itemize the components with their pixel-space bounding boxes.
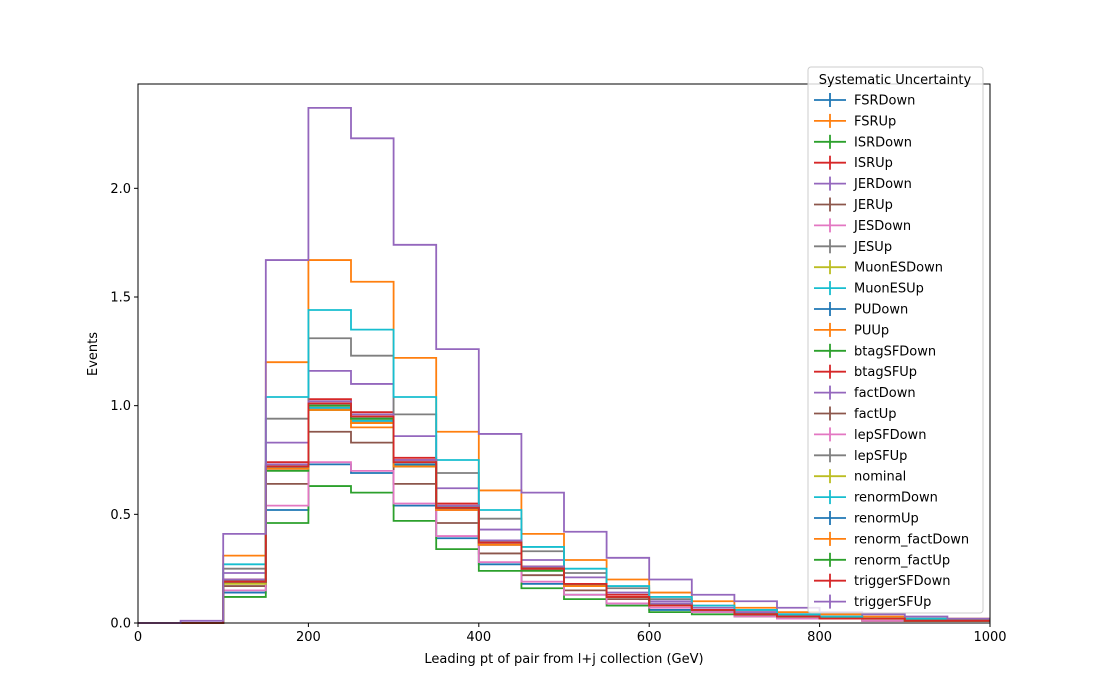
legend-label-btagsfdown: btagSFDown bbox=[854, 344, 936, 359]
legend-label-factdown: factDown bbox=[854, 386, 916, 401]
legend-label-btagsfup: btagSFUp bbox=[854, 365, 917, 380]
legend-entry-isrdown: ISRDown bbox=[814, 134, 912, 150]
legend-label-renorm-factup: renorm_factUp bbox=[854, 553, 950, 568]
series-jesdown-line bbox=[138, 461, 990, 624]
x-tick-label: 1000 bbox=[973, 630, 1006, 645]
series-triggersfdown-line bbox=[138, 402, 990, 624]
x-axis: 0 200 400 600 800 1000 bbox=[134, 623, 1007, 645]
plot-frame bbox=[137, 83, 991, 624]
legend-entry-factup: factUp bbox=[814, 406, 897, 422]
legend-entry-btagsfdown: btagSFDown bbox=[814, 343, 936, 359]
legend-entry-btagsfup: btagSFUp bbox=[814, 364, 917, 380]
legend-label-jesdown: JESDown bbox=[853, 219, 911, 234]
legend-entry-renorm-factdown: renorm_factDown bbox=[814, 531, 969, 547]
legend-entry-muonesup: MuonESUp bbox=[814, 281, 924, 297]
x-axis-label: Leading pt of pair from l+j collection (… bbox=[424, 652, 703, 667]
x-tick-label: 0 bbox=[134, 630, 142, 645]
legend-entry-lepsfup: lepSFUp bbox=[814, 448, 907, 464]
legend-entry-jesup: JESUp bbox=[814, 239, 892, 255]
y-tick-label: 1.5 bbox=[110, 290, 131, 305]
legend-label-nominal: nominal bbox=[854, 470, 906, 485]
legend-entry-renorm-factup: renorm_factUp bbox=[814, 552, 950, 568]
legend-entry-factdown: factDown bbox=[814, 385, 916, 401]
legend-label-muonesup: MuonESUp bbox=[854, 282, 924, 297]
y-tick-label: 1.0 bbox=[110, 399, 131, 414]
legend-entry-jerup: JERUp bbox=[814, 197, 893, 213]
legend-label-fsrup: FSRUp bbox=[854, 114, 896, 129]
legend-label-pudown: PUDown bbox=[854, 303, 908, 318]
legend-title: Systematic Uncertainty bbox=[819, 73, 972, 88]
y-tick-label: 0.0 bbox=[110, 617, 131, 632]
legend-label-renorm-factdown: renorm_factDown bbox=[854, 532, 969, 547]
series-layer bbox=[138, 107, 990, 624]
legend-entry-fsrdown: FSRDown bbox=[814, 93, 915, 109]
legend-label-lepsfdown: lepSFDown bbox=[854, 428, 926, 443]
legend-entry-fsrup: FSRUp bbox=[814, 113, 896, 129]
x-tick-label: 800 bbox=[807, 630, 832, 645]
legend-entry-puup: PUUp bbox=[814, 322, 889, 338]
legend-label-jerup: JERUp bbox=[853, 198, 893, 213]
y-axis-label: Events bbox=[86, 332, 101, 376]
legend: Systematic Uncertainty FSRDown FSRUp ISRDo… bbox=[807, 66, 984, 614]
y-tick-label: 0.5 bbox=[110, 508, 131, 523]
legend-label-renormup: renormUp bbox=[854, 512, 919, 527]
legend-label-muonesdown: MuonESDown bbox=[854, 261, 943, 276]
x-tick-label: 400 bbox=[466, 630, 491, 645]
legend-entry-triggersfup: triggerSFUp bbox=[814, 594, 931, 610]
legend-label-triggersfdown: triggerSFDown bbox=[854, 574, 950, 589]
legend-label-renormdown: renormDown bbox=[854, 491, 938, 506]
legend-label-fsrdown: FSRDown bbox=[854, 94, 915, 109]
legend-entry-muonesdown: MuonESDown bbox=[814, 260, 943, 276]
legend-entry-lepsfdown: lepSFDown bbox=[814, 427, 926, 443]
legend-entry-triggersfdown: triggerSFDown bbox=[814, 573, 950, 589]
y-axis: 0.0 0.5 1.0 1.5 2.0 bbox=[110, 182, 138, 632]
legend-label-isrdown: ISRDown bbox=[854, 135, 912, 150]
legend-label-jesup: JESUp bbox=[853, 240, 892, 255]
legend-entry-renormup: renormUp bbox=[814, 511, 919, 527]
legend-label-triggersfup: triggerSFUp bbox=[854, 595, 931, 610]
legend-entry-jerdown: JERDown bbox=[814, 176, 912, 192]
legend-entry-jesdown: JESDown bbox=[814, 218, 911, 234]
legend-box bbox=[807, 66, 984, 614]
x-tick-label: 600 bbox=[637, 630, 662, 645]
x-tick-label: 200 bbox=[296, 630, 321, 645]
y-tick-label: 2.0 bbox=[110, 182, 131, 197]
legend-entry-pudown: PUDown bbox=[814, 302, 908, 318]
legend-label-puup: PUUp bbox=[854, 323, 889, 338]
legend-entry-renormdown: renormDown bbox=[814, 490, 938, 506]
legend-entry-nominal: nominal bbox=[814, 469, 906, 485]
legend-label-isrup: ISRUp bbox=[854, 156, 893, 171]
legend-entry-isrup: ISRUp bbox=[814, 155, 893, 171]
legend-label-lepsfup: lepSFUp bbox=[854, 449, 907, 464]
legend-label-jerdown: JERDown bbox=[853, 177, 912, 192]
legend-label-factup: factUp bbox=[854, 407, 897, 422]
